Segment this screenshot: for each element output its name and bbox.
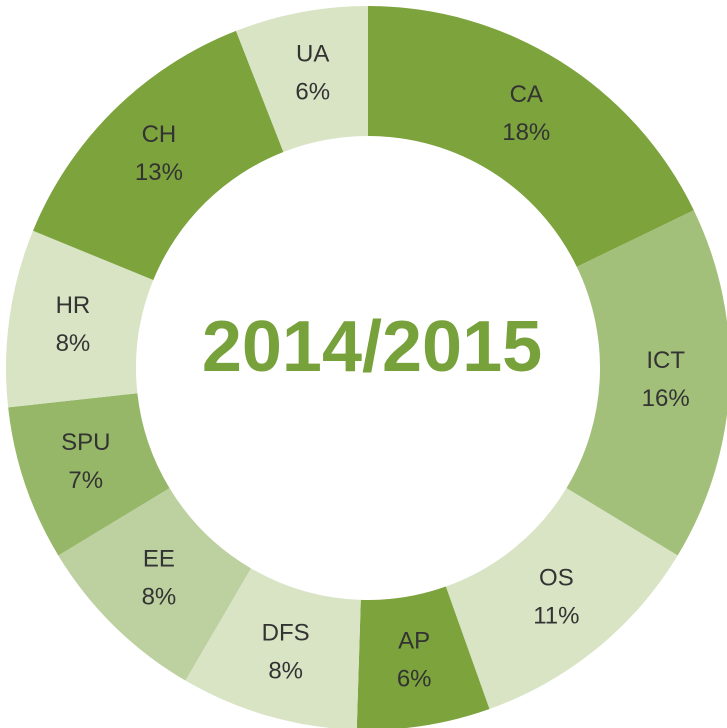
slice-category-label: SPU (61, 429, 110, 456)
donut-slice (58, 488, 251, 681)
slice-category-label: AP (398, 628, 430, 655)
slice-value-label: 8% (142, 584, 177, 611)
slice-value-label: 7% (68, 467, 103, 494)
donut-slice (368, 6, 694, 267)
slice-category-label: ICT (646, 347, 685, 374)
slice-value-label: 8% (56, 330, 91, 357)
slice-value-label: 8% (268, 658, 303, 685)
slice-category-label: OS (539, 564, 574, 591)
slice-value-label: 6% (397, 666, 432, 693)
donut-slice (566, 210, 727, 556)
slice-category-label: CH (142, 121, 177, 148)
donut-slice (33, 30, 284, 281)
slice-value-label: 16% (642, 385, 690, 412)
slice-category-label: EE (143, 546, 175, 573)
slice-category-label: DFS (262, 620, 310, 647)
donut-slice (235, 6, 368, 152)
donut-slice (445, 488, 678, 710)
slice-value-label: 6% (295, 79, 330, 106)
donut-slice (356, 586, 490, 728)
donut-slice (5, 230, 154, 408)
donut-slice (8, 393, 170, 556)
slice-category-label: UA (296, 41, 329, 68)
slice-value-label: 13% (135, 159, 183, 186)
slice-category-label: HR (56, 292, 91, 319)
chart-title: 2014/2015 (202, 307, 542, 387)
donut-slice (185, 568, 361, 728)
slice-category-label: CA (510, 81, 543, 108)
slice-value-label: 18% (502, 119, 550, 146)
slice-value-label: 11% (533, 602, 579, 629)
